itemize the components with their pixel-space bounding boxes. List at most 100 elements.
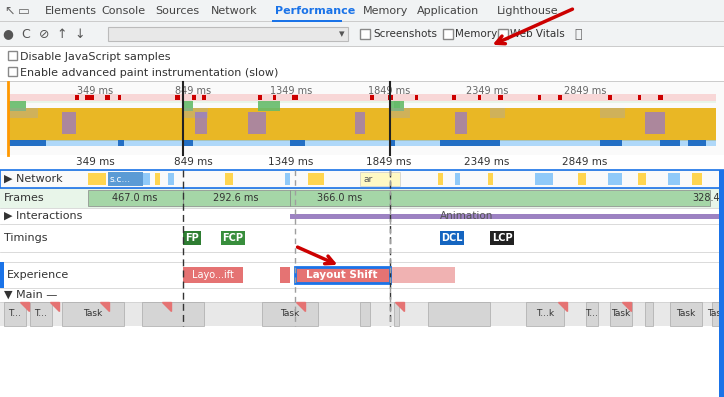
Bar	[290, 190, 390, 206]
Text: ↖: ↖	[5, 4, 15, 17]
Bar	[712, 302, 722, 326]
Bar	[248, 112, 266, 134]
Text: Network: Network	[211, 6, 258, 16]
Bar	[390, 108, 410, 118]
Text: Task: Task	[676, 310, 696, 318]
Bar	[0, 81, 724, 82]
Text: ⊘: ⊘	[39, 27, 49, 40]
Bar	[0, 170, 724, 188]
Text: Performance: Performance	[275, 6, 355, 16]
Bar	[658, 95, 663, 100]
Bar	[442, 29, 452, 39]
Bar	[262, 302, 318, 326]
Text: Task: Task	[707, 310, 724, 318]
Text: T...: T...	[35, 310, 48, 318]
Text: ▾: ▾	[339, 29, 345, 39]
Bar	[355, 112, 365, 134]
Bar	[428, 302, 490, 326]
Bar	[498, 95, 503, 100]
Bar	[578, 173, 586, 185]
Bar	[370, 95, 374, 100]
Bar	[608, 173, 622, 185]
Bar	[273, 95, 276, 100]
Bar	[295, 267, 390, 283]
Text: Experience: Experience	[7, 270, 70, 280]
Text: Lighthouse: Lighthouse	[497, 6, 559, 16]
Bar	[0, 208, 724, 224]
Bar	[0, 170, 724, 188]
Bar	[360, 172, 400, 186]
Bar	[645, 112, 665, 134]
Bar	[75, 95, 79, 100]
Text: Screenshots: Screenshots	[373, 29, 437, 39]
Text: s.c...: s.c...	[110, 175, 131, 183]
Bar	[8, 67, 17, 76]
Bar	[490, 108, 505, 118]
Bar	[478, 95, 481, 100]
Bar	[142, 302, 204, 326]
Polygon shape	[50, 302, 59, 311]
Bar	[638, 173, 646, 185]
Polygon shape	[20, 302, 29, 311]
Bar	[438, 173, 443, 185]
Bar	[30, 302, 52, 326]
Bar	[0, 288, 724, 302]
Bar	[394, 101, 400, 111]
Bar	[452, 95, 456, 100]
Text: 1849 ms: 1849 ms	[368, 86, 410, 96]
Text: Memory: Memory	[363, 6, 408, 16]
Bar	[538, 95, 541, 100]
Bar	[0, 224, 724, 252]
Bar	[455, 173, 460, 185]
Text: T...: T...	[9, 310, 22, 318]
Bar	[0, 188, 724, 208]
Bar	[440, 140, 500, 146]
Bar	[118, 140, 124, 146]
Bar	[0, 63, 724, 81]
Bar	[360, 29, 370, 39]
Text: 🗑: 🗑	[575, 27, 582, 40]
Text: 849 ms: 849 ms	[174, 157, 212, 167]
Polygon shape	[162, 302, 171, 311]
Bar	[497, 29, 508, 39]
Polygon shape	[395, 302, 404, 311]
Bar	[105, 95, 110, 100]
Bar	[192, 95, 196, 100]
Bar	[455, 112, 467, 134]
Bar	[183, 267, 243, 283]
Bar	[8, 140, 716, 146]
Text: T...: T...	[586, 310, 599, 318]
Polygon shape	[558, 302, 567, 311]
Text: 849 ms: 849 ms	[175, 86, 211, 96]
Bar	[308, 173, 324, 185]
Bar	[0, 21, 724, 22]
Bar	[8, 51, 17, 60]
Bar	[175, 95, 180, 100]
Text: FCP: FCP	[222, 233, 243, 243]
Bar	[140, 173, 150, 185]
Bar	[258, 95, 262, 100]
Bar	[558, 95, 562, 100]
Text: 467.0 ms: 467.0 ms	[112, 193, 158, 203]
Bar	[660, 140, 680, 146]
Text: Animation: Animation	[440, 211, 493, 221]
Text: 2849 ms: 2849 ms	[563, 157, 607, 167]
Bar	[719, 170, 724, 397]
Text: 2849 ms: 2849 ms	[564, 86, 606, 96]
Polygon shape	[622, 302, 631, 311]
Bar	[290, 140, 305, 146]
Bar	[390, 190, 710, 206]
Bar	[526, 302, 564, 326]
Bar	[108, 172, 143, 186]
Bar	[488, 173, 493, 185]
Text: Memory: Memory	[455, 29, 498, 39]
Polygon shape	[100, 302, 109, 311]
Text: 1849 ms: 1849 ms	[366, 157, 412, 167]
Bar	[0, 262, 724, 288]
Bar	[394, 302, 399, 326]
Text: T...k: T...k	[536, 310, 554, 318]
Bar	[91, 95, 94, 100]
Bar	[62, 302, 124, 326]
Bar	[692, 173, 702, 185]
Text: ▼ Main —: ▼ Main —	[4, 290, 57, 300]
